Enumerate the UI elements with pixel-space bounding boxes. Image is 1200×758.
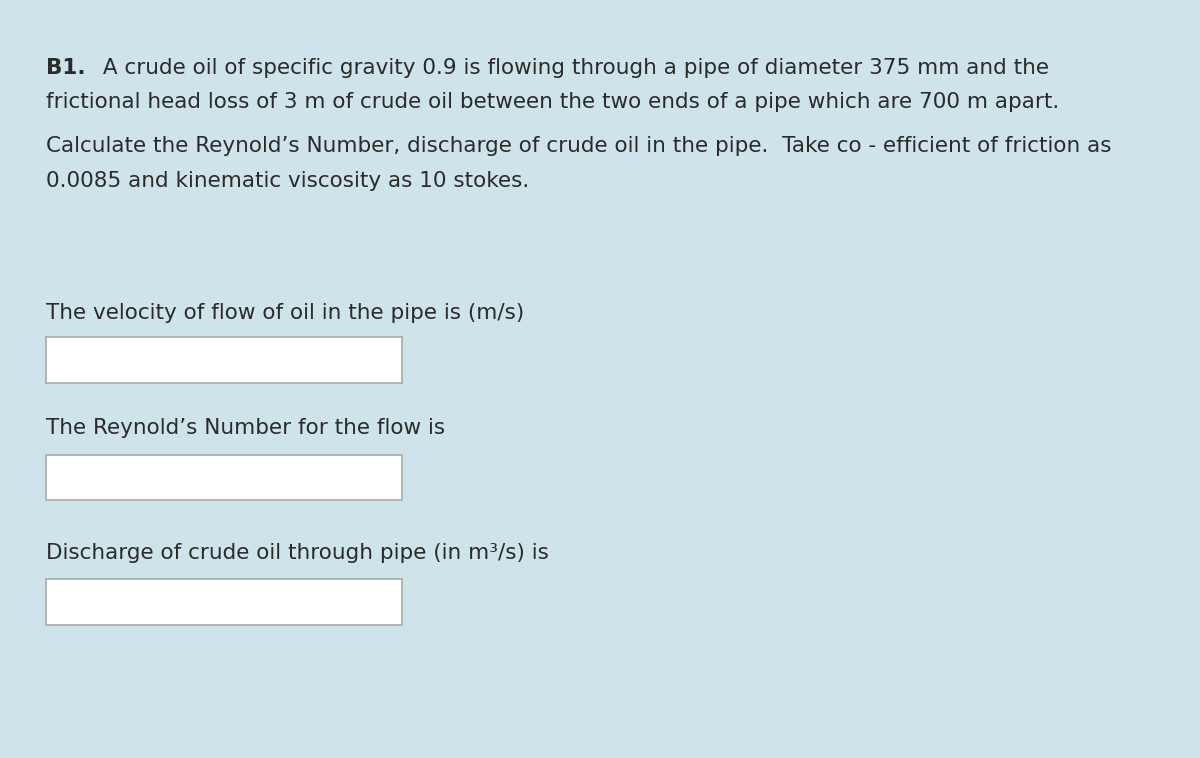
FancyBboxPatch shape: [46, 579, 402, 625]
Text: B1.: B1.: [46, 58, 85, 77]
Text: The velocity of flow of oil in the pipe is (m/s): The velocity of flow of oil in the pipe …: [46, 303, 524, 323]
Text: Calculate the Reynold’s Number, discharge of crude oil in the pipe.  Take co - e: Calculate the Reynold’s Number, discharg…: [46, 136, 1111, 156]
Text: Discharge of crude oil through pipe (in m³/s) is: Discharge of crude oil through pipe (in …: [46, 543, 548, 562]
Text: 0.0085 and kinematic viscosity as 10 stokes.: 0.0085 and kinematic viscosity as 10 sto…: [46, 171, 529, 191]
FancyBboxPatch shape: [46, 337, 402, 383]
Text: A crude oil of specific gravity 0.9 is flowing through a pipe of diameter 375 mm: A crude oil of specific gravity 0.9 is f…: [96, 58, 1049, 77]
Text: The Reynold’s Number for the flow is: The Reynold’s Number for the flow is: [46, 418, 445, 438]
Text: frictional head loss of 3 m of crude oil between the two ends of a pipe which ar: frictional head loss of 3 m of crude oil…: [46, 92, 1058, 112]
FancyBboxPatch shape: [46, 455, 402, 500]
